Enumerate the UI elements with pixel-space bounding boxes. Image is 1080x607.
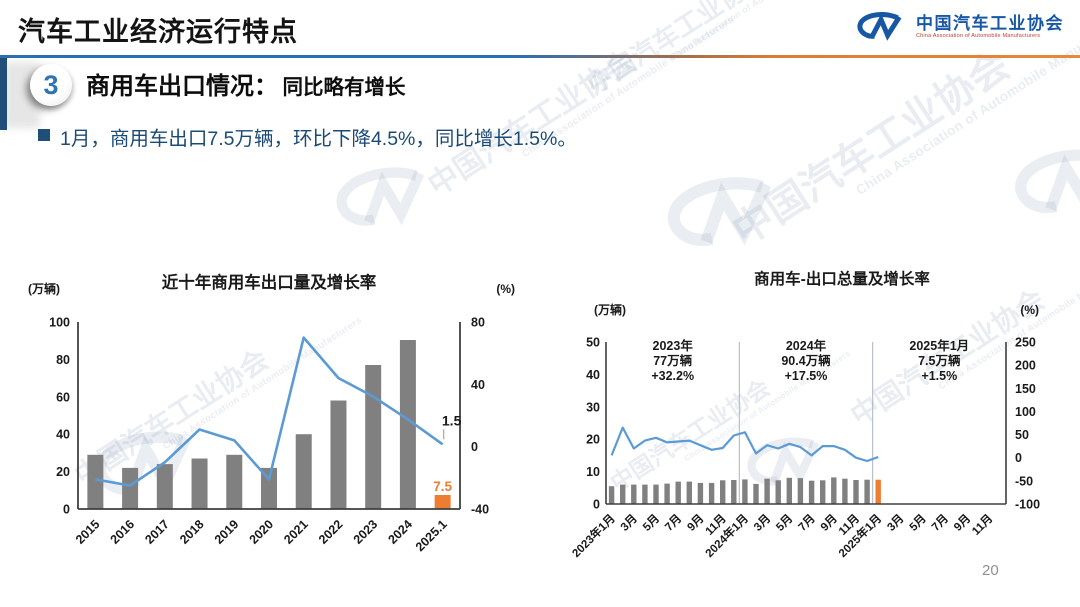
svg-text:0: 0: [63, 503, 70, 517]
svg-text:3月: 3月: [885, 512, 907, 534]
svg-text:2019: 2019: [212, 517, 242, 547]
svg-text:-100: -100: [1015, 498, 1040, 512]
svg-text:60: 60: [56, 390, 70, 404]
svg-text:2023年1月: 2023年1月: [569, 511, 618, 560]
svg-text:40: 40: [471, 378, 485, 392]
svg-text:2016: 2016: [108, 517, 138, 547]
svg-text:7月: 7月: [662, 512, 684, 534]
svg-text:2025.1: 2025.1: [413, 517, 450, 554]
svg-text:3月: 3月: [618, 512, 640, 534]
page-title: 汽车工业经济运行特点: [18, 17, 298, 47]
svg-text:0: 0: [1015, 451, 1022, 465]
svg-text:20: 20: [56, 465, 70, 479]
svg-text:2017: 2017: [142, 517, 172, 547]
svg-text:100: 100: [1015, 405, 1036, 419]
svg-text:2015: 2015: [73, 517, 103, 547]
svg-text:150: 150: [1015, 382, 1036, 396]
svg-text:7.5: 7.5: [433, 479, 452, 494]
svg-text:3月: 3月: [751, 512, 773, 534]
svg-text:90.4万辆: 90.4万辆: [781, 353, 831, 368]
cm-logo-icon: [854, 12, 908, 42]
svg-text:-50: -50: [1015, 474, 1033, 488]
svg-text:近十年商用车出口量及增长率: 近十年商用车出口量及增长率: [162, 272, 377, 292]
section-heading-main: 商用车出口情况：: [86, 73, 278, 100]
bullet-row: 1月，商用车出口7.5万辆，环比下降4.5%，同比增长1.5%。: [38, 122, 577, 151]
right-chart: 商用车-出口总量及增长率 (万辆) (%) 0 10 20 30 40 50 250 200 150 1…: [558, 262, 1080, 597]
svg-text:100: 100: [49, 316, 70, 330]
svg-text:200: 200: [1015, 359, 1036, 373]
svg-text:30: 30: [586, 400, 600, 414]
left-chart: 近十年商用车出口量及增长率 (万辆) (%) 0 20 40 60 80 100 80 40 0 -40…: [10, 262, 530, 577]
svg-text:2025年1月: 2025年1月: [909, 338, 969, 353]
svg-text:商用车-出口总量及增长率: 商用车-出口总量及增长率: [754, 269, 930, 288]
svg-text:2023: 2023: [351, 517, 381, 547]
svg-text:20: 20: [586, 433, 600, 447]
watermark-cm-icon: [1004, 142, 1080, 226]
svg-text:40: 40: [56, 428, 70, 442]
svg-text:-40: -40: [471, 503, 489, 517]
logo-name-en: China Association of Automobile Manufact…: [916, 32, 1041, 39]
svg-text:1.5: 1.5: [442, 412, 462, 428]
svg-text:+17.5%: +17.5%: [785, 369, 828, 383]
svg-text:2023年: 2023年: [653, 338, 694, 353]
accent-bar: [0, 58, 7, 130]
svg-text:50: 50: [1015, 428, 1029, 442]
svg-text:+32.2%: +32.2%: [651, 369, 694, 383]
svg-text:250: 250: [1015, 336, 1036, 350]
svg-text:5月: 5月: [907, 512, 929, 534]
svg-text:7.5万辆: 7.5万辆: [918, 353, 961, 368]
svg-text:+1.5%: +1.5%: [921, 369, 957, 383]
caam-logo: 中国汽车工业协会 China Association of Automobile…: [854, 12, 1064, 42]
header-rule: [0, 55, 1080, 58]
svg-text:80: 80: [471, 316, 485, 330]
svg-text:5月: 5月: [774, 512, 796, 534]
svg-text:80: 80: [56, 353, 70, 367]
section-heading-sub: 同比略有增长: [282, 76, 406, 99]
svg-text:7月: 7月: [796, 512, 818, 534]
svg-text:(%): (%): [496, 282, 515, 296]
section-heading: 商用车出口情况： 同比略有增长: [86, 66, 405, 101]
svg-text:2022: 2022: [316, 517, 346, 547]
svg-text:2024: 2024: [385, 517, 415, 547]
svg-text:7月: 7月: [929, 512, 951, 534]
svg-text:2024年: 2024年: [786, 338, 827, 353]
logo-name-cn: 中国汽车工业协会: [916, 13, 1064, 33]
svg-text:10: 10: [586, 465, 600, 479]
svg-text:2018: 2018: [177, 517, 207, 547]
svg-text:77万辆: 77万辆: [653, 353, 692, 368]
svg-text:50: 50: [586, 336, 600, 350]
svg-text:0: 0: [471, 440, 478, 454]
bullet-square-icon: [38, 129, 50, 141]
svg-text:40: 40: [586, 368, 600, 382]
svg-text:11月: 11月: [969, 512, 995, 538]
svg-text:2021: 2021: [281, 517, 311, 547]
svg-text:2020: 2020: [247, 517, 277, 547]
svg-text:5月: 5月: [640, 512, 662, 534]
svg-text:(万辆): (万辆): [594, 302, 626, 317]
page-number: 20: [982, 562, 999, 579]
svg-text:(万辆): (万辆): [28, 281, 60, 296]
section-badge: 3: [30, 64, 72, 106]
bullet-text: 1月，商用车出口7.5万辆，环比下降4.5%，同比增长1.5%。: [60, 128, 577, 150]
svg-text:0: 0: [593, 498, 600, 512]
svg-text:(%): (%): [1020, 303, 1039, 317]
svg-text:9月: 9月: [685, 512, 707, 534]
watermark-cm-icon: [326, 161, 444, 238]
